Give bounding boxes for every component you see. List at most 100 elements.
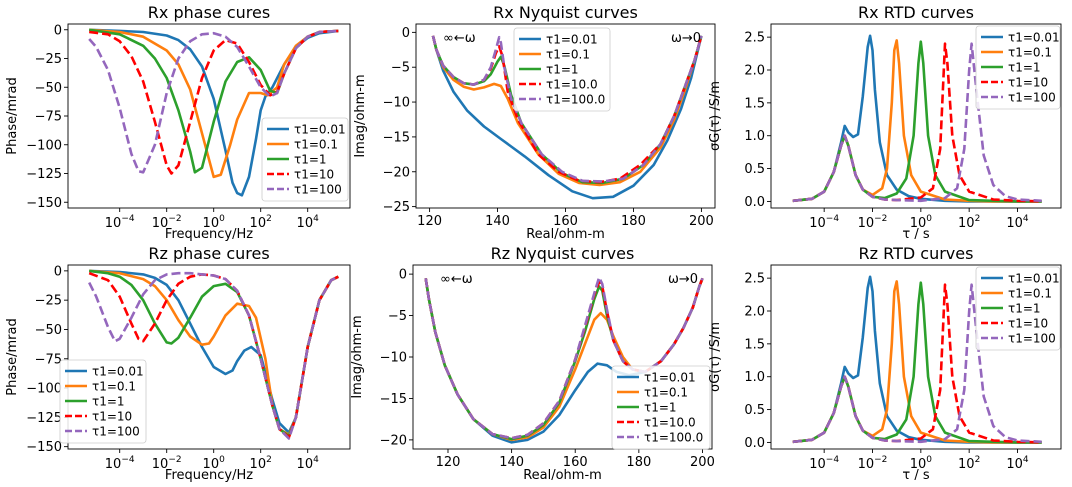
rz-rtd-legend-label: τ1=10 bbox=[1008, 317, 1048, 331]
rx-nyquist-y-axis-label: Imag/ohm-m bbox=[353, 74, 368, 157]
rz-rtd-y-tick-label: 0.0 bbox=[744, 436, 765, 451]
rx-nyquist-x-tick-label: 140 bbox=[485, 214, 510, 229]
rx-rtd-x-axis-label: τ / s bbox=[902, 227, 929, 242]
rx-phase-y-tick-label: −150 bbox=[26, 196, 62, 211]
rx-phase-x-tick-label: 104 bbox=[297, 214, 320, 231]
rz-phase-y-tick-label: −100 bbox=[26, 382, 62, 397]
rz-rtd-panel: 10−4 10−2 100 102 104 0.0 0.5 1.0 1.5 2.0 2.5 Rz RT… bbox=[708, 244, 1062, 483]
rx-nyquist-x-tick-label: 200 bbox=[689, 214, 714, 229]
rx-nyquist-y-tick-label: −5 bbox=[391, 61, 410, 76]
rz-rtd-x-tick-label: 10−2 bbox=[858, 455, 888, 472]
rz-nyquist-y-tick-label: −15 bbox=[380, 392, 407, 407]
rx-rtd-title: Rx RTD curves bbox=[858, 3, 974, 22]
rx-nyquist-x-tick-label: 120 bbox=[417, 214, 442, 229]
rx-rtd-x-tick-label: 10−4 bbox=[809, 214, 839, 231]
rx-nyquist-x-tick-label: 160 bbox=[553, 214, 578, 229]
rz-phase-legend-label: τ1=100 bbox=[92, 425, 140, 439]
rx-phase-y-tick-label: −100 bbox=[26, 138, 62, 153]
rz-nyquist-x-axis-label: Real/ohm-m bbox=[523, 468, 602, 483]
rx-nyquist-series-line-0 bbox=[431, 35, 703, 200]
rx-phase-series-line-1 bbox=[89, 28, 339, 179]
rz-phase-panel: 10−4 10−2 100 102 104 0 −25 −50 −75 −100 −125 −150 R… bbox=[5, 244, 351, 483]
rx-phase-y-axis-label: Phase/mrad bbox=[5, 77, 20, 154]
rz-rtd-x-axis-label: τ / s bbox=[902, 468, 929, 483]
rx-nyquist-direction-annotation: ∞←ω bbox=[443, 31, 476, 46]
rx-nyquist-legend-label: τ1=1 bbox=[546, 63, 579, 77]
rx-phase-x-tick-label: 10−4 bbox=[105, 214, 135, 231]
rx-nyquist-direction-annotation: ω→0 bbox=[671, 31, 701, 46]
rz-nyquist-legend-label: τ1=10.0 bbox=[644, 416, 696, 430]
rx-phase-y-tick-label: −75 bbox=[35, 110, 62, 125]
rx-rtd-x-tick-label: 10−2 bbox=[858, 214, 888, 231]
rz-phase-y-tick-label: −75 bbox=[35, 352, 62, 367]
rz-rtd-y-tick-label: 0.5 bbox=[744, 403, 765, 418]
rx-rtd-y-tick-label: 0.5 bbox=[744, 162, 765, 177]
rz-nyquist-y-tick-label: −5 bbox=[388, 309, 407, 324]
rz-rtd-title: Rz RTD curves bbox=[859, 244, 974, 263]
rz-nyquist-y-tick-label: −20 bbox=[380, 433, 407, 448]
rz-rtd-x-tick-label: 104 bbox=[1006, 455, 1029, 472]
rz-rtd-y-tick-label: 1.0 bbox=[744, 370, 765, 385]
rz-phase-x-tick-label: 100 bbox=[203, 455, 226, 472]
rz-nyquist-direction-annotation: ∞←ω bbox=[440, 272, 473, 287]
rx-nyquist-panel: 120 140 160 180 200 0 −5 −10 −15 −20 −25 Rx Nyquist… bbox=[353, 3, 716, 242]
rx-nyquist-y-tick-label: −10 bbox=[383, 96, 410, 111]
rx-nyquist-y-tick-label: −15 bbox=[383, 130, 410, 145]
rz-phase-legend-label: τ1=0.01 bbox=[92, 365, 144, 379]
rx-phase-series-line-3 bbox=[89, 29, 339, 175]
rz-rtd-x-tick-label: 102 bbox=[958, 455, 980, 472]
rz-nyquist-panel: 120 140 160 180 200 0 −5 −10 −15 −20 Rz Nyquist cu… bbox=[350, 244, 715, 483]
rz-nyquist-y-tick-label: 0 bbox=[399, 268, 407, 283]
rz-phase-x-tick-label: 10−2 bbox=[152, 455, 182, 472]
rx-phase-x-tick-label: 10−2 bbox=[152, 214, 182, 231]
rz-phase-legend-label: τ1=0.1 bbox=[92, 380, 136, 394]
rx-phase-y-tick-label: 0 bbox=[54, 23, 62, 38]
rx-rtd-legend-label: τ1=0.1 bbox=[1008, 46, 1052, 60]
rz-rtd-x-tick-label: 10−4 bbox=[809, 455, 839, 472]
rz-phase-y-axis-label: Phase/mrad bbox=[5, 318, 20, 395]
rx-phase-x-axis-label: Frequency/Hz bbox=[165, 227, 253, 242]
rx-phase-legend-label: τ1=10 bbox=[294, 168, 334, 182]
rz-phase-legend-label: τ1=1 bbox=[92, 395, 125, 409]
rx-phase-title: Rx phase cures bbox=[148, 3, 270, 22]
rz-nyquist-x-tick-label: 120 bbox=[436, 455, 461, 470]
rx-nyquist-legend-label: τ1=100.0 bbox=[546, 93, 605, 107]
rx-phase-legend-label: τ1=0.1 bbox=[294, 138, 338, 152]
rz-rtd-y-tick-label: 2.0 bbox=[744, 305, 765, 320]
rz-phase-legend-label: τ1=10 bbox=[92, 410, 132, 424]
rz-nyquist-x-tick-label: 180 bbox=[626, 455, 651, 470]
rz-rtd-legend-label: τ1=100 bbox=[1008, 332, 1056, 346]
rx-nyquist-y-tick-label: −25 bbox=[383, 200, 410, 215]
rz-nyquist-direction-annotation: ω→0 bbox=[668, 272, 698, 287]
rx-rtd-x-tick-label: 102 bbox=[958, 214, 980, 231]
rz-phase-y-tick-label: −50 bbox=[35, 323, 62, 338]
rz-phase-y-tick-label: −25 bbox=[35, 294, 62, 309]
rx-rtd-x-tick-label: 104 bbox=[1006, 214, 1029, 231]
rx-rtd-legend-label: τ1=100 bbox=[1008, 91, 1056, 105]
rx-nyquist-x-tick-label: 180 bbox=[621, 214, 646, 229]
rz-rtd-legend-label: τ1=1 bbox=[1008, 302, 1041, 316]
rx-phase-panel: 10−4 10−2 100 102 104 0 −25 −50 −75 −100 −125 −150 R… bbox=[5, 3, 351, 242]
rx-rtd-axes-frame bbox=[770, 23, 1062, 209]
rx-phase-legend-label: τ1=0.01 bbox=[294, 123, 346, 137]
rx-nyquist-legend-label: τ1=0.01 bbox=[546, 33, 598, 47]
rz-rtd-axes-frame bbox=[770, 264, 1062, 450]
rx-nyquist-y-tick-label: 0 bbox=[402, 26, 410, 41]
rz-phase-y-tick-label: 0 bbox=[54, 264, 62, 279]
rz-nyquist-title: Rz Nyquist curves bbox=[491, 244, 635, 263]
rz-rtd-legend-label: τ1=0.1 bbox=[1008, 287, 1052, 301]
rz-rtd-series-line-4 bbox=[792, 283, 1042, 444]
rx-nyquist-y-tick-label: −20 bbox=[383, 165, 410, 180]
rz-phase-y-tick-label: −150 bbox=[26, 440, 62, 455]
rx-rtd-y-tick-label: 2.5 bbox=[744, 31, 765, 46]
rx-rtd-y-tick-label: 1.0 bbox=[744, 129, 765, 144]
rz-nyquist-x-tick-label: 200 bbox=[690, 455, 715, 470]
rz-rtd-x-tick-label: 100 bbox=[910, 455, 933, 472]
rz-phase-x-tick-label: 10−4 bbox=[105, 455, 135, 472]
